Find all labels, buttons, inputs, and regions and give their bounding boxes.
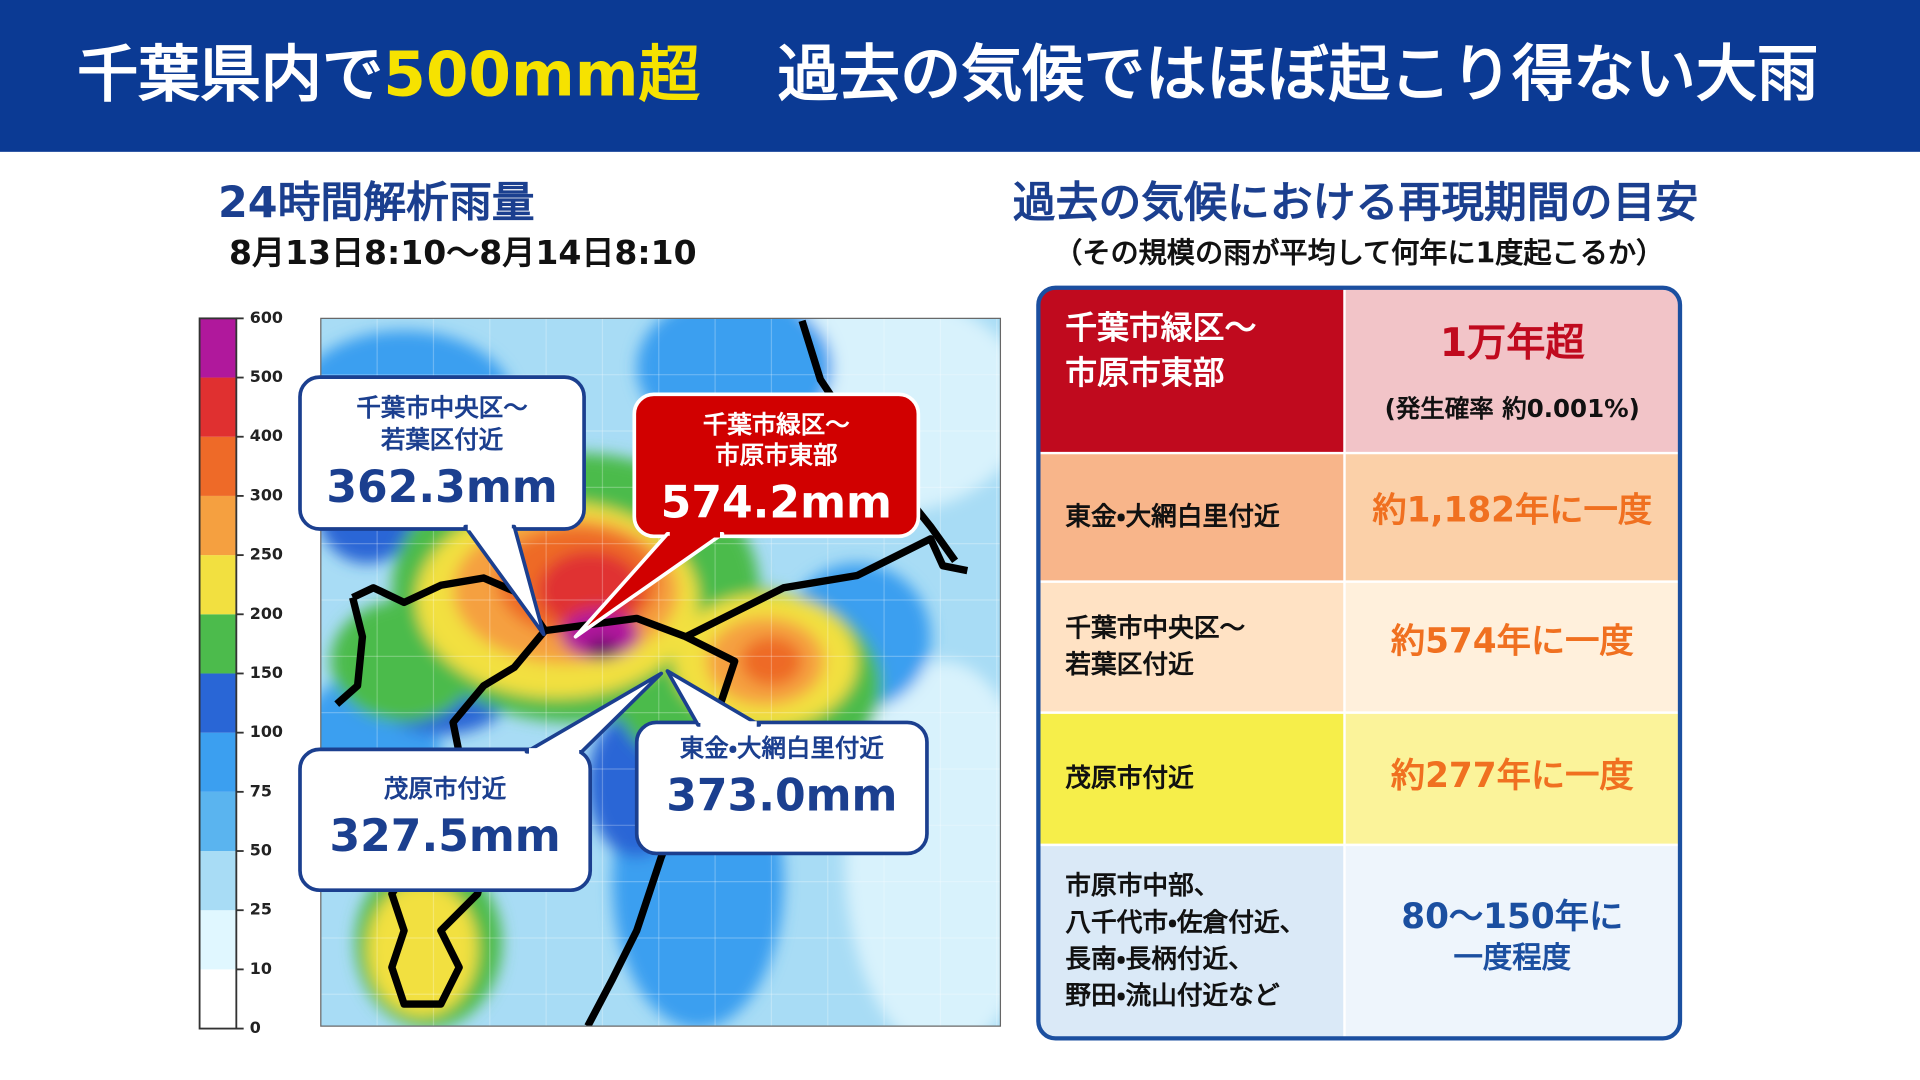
callout-box xyxy=(298,375,586,531)
legend-swatch xyxy=(199,436,237,496)
legend-tick-label: 100 xyxy=(250,722,283,741)
legend-tick-label: 25 xyxy=(250,900,272,919)
header-title-post: 過去の気候ではほぼ起こり得ない大雨 xyxy=(778,39,1819,110)
callout: 茂原市付近 327.5mm xyxy=(298,671,664,893)
callout-label: 若葉区付近 xyxy=(381,425,504,454)
period-label: 80〜150年に xyxy=(1401,897,1623,937)
area-cell xyxy=(1038,581,1345,713)
area-label: 千葉市緑区〜 xyxy=(1065,308,1256,346)
boundary-line xyxy=(544,535,969,641)
area-cell xyxy=(1038,712,1345,845)
period-cell xyxy=(1344,287,1680,454)
callout-value: 574.2mm xyxy=(661,478,892,529)
legend-tick-label: 500 xyxy=(250,367,283,386)
legend-tick-label: 300 xyxy=(250,485,283,504)
area-cell xyxy=(1038,453,1345,582)
title-highlight: 500mm超 xyxy=(383,39,700,110)
area-label: 茂原市付近 xyxy=(1065,762,1194,793)
period-label: 約1,182年に一度 xyxy=(1372,490,1652,530)
callout-label: 茂原市付近 xyxy=(384,774,507,803)
callout-value: 327.5mm xyxy=(329,811,560,862)
header-bar xyxy=(0,0,1920,152)
area-label: 千葉市中央区〜 xyxy=(1065,612,1245,643)
period-label: (発生確率 約0.001%) xyxy=(1385,394,1640,423)
legend-swatch xyxy=(199,732,237,792)
table-subtitle: （その規模の雨が平均して何年に1度起こるか） xyxy=(1054,237,1664,270)
callout-box xyxy=(632,392,921,539)
period-label: 約277年に一度 xyxy=(1391,756,1635,796)
legend-swatch xyxy=(199,318,237,378)
area-label: 長南・長柄付近、 xyxy=(1065,945,1254,975)
boundary-line xyxy=(334,596,367,707)
map-title: 24時間解析雨量 xyxy=(218,178,535,228)
header-title: 千葉県内で500mm超 xyxy=(77,39,700,110)
period-cell xyxy=(1344,844,1680,1039)
legend-tick-label: 75 xyxy=(250,781,272,800)
area-cell xyxy=(1038,844,1345,1039)
table-frame xyxy=(1036,285,1683,1041)
return-period-table: 千葉市緑区〜市原市東部 1万年超 (発生確率 約0.001%) 東金・大網白里付近 約1… xyxy=(1036,285,1683,1041)
area-label: 市原市中部、 xyxy=(1065,870,1219,901)
table-title: 過去の気候における再現期間の目安 xyxy=(1013,178,1699,228)
legend-swatch xyxy=(199,791,237,852)
period-label: 約574年に一度 xyxy=(1391,621,1635,661)
legend-tick-label: 400 xyxy=(250,426,283,445)
rain-area xyxy=(586,637,619,660)
legend-swatch xyxy=(199,495,237,556)
area-cell xyxy=(1038,287,1345,454)
legend-swatch xyxy=(199,377,237,437)
callout-label: 市原市東部 xyxy=(715,441,838,470)
callout: 千葉市中央区〜若葉区付近 362.3mm xyxy=(298,375,586,637)
rain-area xyxy=(740,636,803,686)
period-cell xyxy=(1344,581,1680,713)
callout-label: 千葉市中央区〜 xyxy=(356,393,528,422)
callout-label: 千葉市緑区〜 xyxy=(703,410,850,439)
area-label: 東金・大網白里付近 xyxy=(1065,501,1280,532)
callout-value: 362.3mm xyxy=(326,462,557,513)
title-pre: 千葉県内で xyxy=(77,39,383,110)
period-cell xyxy=(1344,453,1680,582)
area-label: 市原市東部 xyxy=(1065,354,1224,392)
callouts: 千葉市中央区〜若葉区付近 362.3mm 千葉市緑区〜市原市東部 574.2mm 茂原市… xyxy=(298,375,929,893)
rain-area xyxy=(367,881,478,1017)
area-label: 野田・流山付近など xyxy=(1065,981,1280,1011)
legend-tick-label: 200 xyxy=(250,604,283,623)
period-cell xyxy=(1344,712,1680,845)
period-label: 1万年超 xyxy=(1440,321,1586,366)
callout-box xyxy=(634,720,929,856)
legend-swatch xyxy=(199,555,237,615)
map-frame xyxy=(320,317,1002,1027)
map-period: 8月13日8:10〜8月14日8:10 xyxy=(229,233,697,272)
callout-label: 東金・大網白里付近 xyxy=(680,733,885,762)
legend-tick-label: 250 xyxy=(250,545,283,564)
area-label: 八千代市・佐倉付近、 xyxy=(1065,907,1305,938)
legend-swatch xyxy=(199,910,237,970)
legend-swatch xyxy=(199,851,237,911)
area-label: 若葉区付近 xyxy=(1065,650,1194,680)
legend-tick-label: 0 xyxy=(250,1018,261,1037)
legend-tick-label: 150 xyxy=(250,663,283,682)
callout: 千葉市緑区〜市原市東部 574.2mm xyxy=(573,392,921,639)
period-label: 一度程度 xyxy=(1453,940,1571,974)
color-legend: 0 10 25 50 75 100 150 200 250 300 400 500 600 xyxy=(198,308,283,1037)
legend-tick-label: 10 xyxy=(250,959,272,978)
callout-value: 373.0mm xyxy=(666,770,897,821)
callout: 東金・大網白里付近 373.0mm xyxy=(634,669,929,856)
legend-swatch xyxy=(199,673,237,733)
legend-tick-label: 600 xyxy=(250,308,283,327)
legend-tick-label: 50 xyxy=(250,841,272,860)
legend-swatch xyxy=(199,614,237,674)
table-cells xyxy=(1038,287,1680,1039)
legend-swatch xyxy=(199,969,237,1029)
callout-box xyxy=(298,747,593,893)
